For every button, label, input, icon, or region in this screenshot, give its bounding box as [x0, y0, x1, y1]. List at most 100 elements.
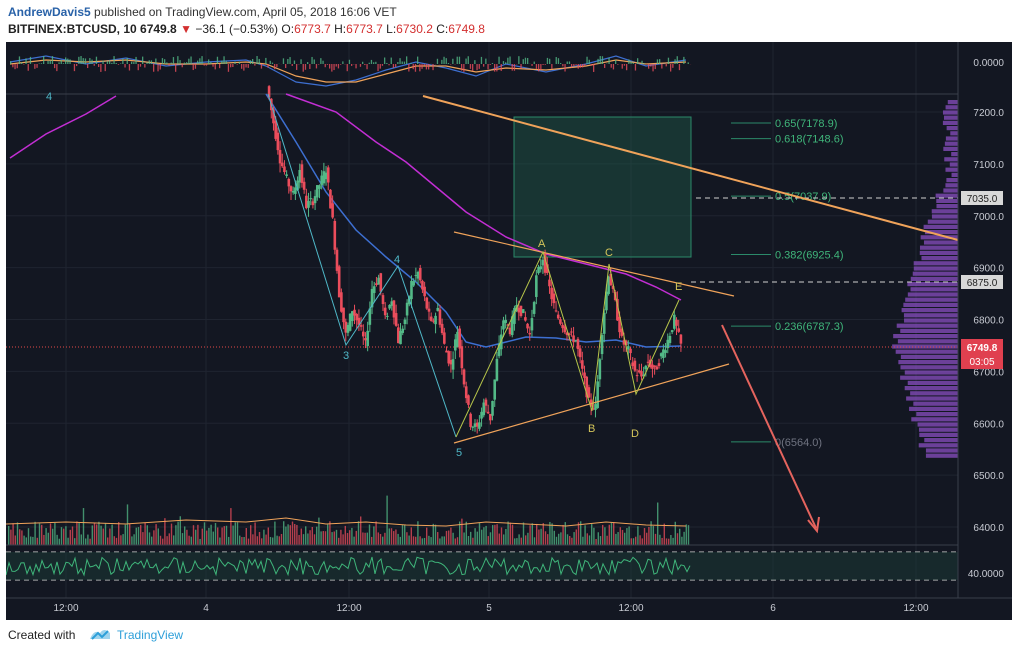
wave-label-a: A — [538, 238, 546, 250]
volume-bar — [52, 528, 54, 545]
candle-body — [576, 338, 580, 350]
publish-line: AndrewDavis5 published on TradingView.co… — [8, 5, 397, 19]
volume-bar — [382, 536, 384, 545]
volume-bar — [646, 532, 648, 545]
volume-bar — [650, 521, 652, 545]
current-price-tag: 6749.8 — [967, 343, 998, 354]
oscillator-hist-bar — [498, 56, 500, 64]
candle-body — [392, 300, 396, 318]
volume-bar — [25, 537, 27, 545]
candle-body — [622, 340, 626, 345]
volume-bar — [393, 531, 395, 545]
volume-bar — [261, 538, 263, 545]
oscillator-hist-bar — [546, 57, 549, 64]
oscillator-hist-bar — [212, 64, 214, 67]
volume-bar — [151, 536, 153, 545]
volume-bar — [498, 533, 500, 545]
volume-bar — [144, 522, 146, 545]
oscillator-hist-bar — [650, 64, 652, 67]
volume-bar — [465, 521, 467, 545]
volume-bar — [309, 530, 311, 545]
oscillator-hist-bar — [16, 64, 18, 69]
oscillator-hist-bar — [309, 64, 311, 69]
chart-area[interactable]: 0.65(7178.9) 0.618(7148.6) 0.5(7037.9) 0.38… — [5, 42, 1012, 620]
oscillator-hist-bar — [313, 59, 315, 64]
volume-bar — [177, 521, 179, 545]
candle-body — [528, 333, 532, 335]
author-name[interactable]: AndrewDavis5 — [8, 5, 91, 19]
volume-bar — [322, 531, 324, 545]
volume-profile-bar — [910, 276, 958, 281]
candle-body — [348, 313, 352, 331]
oscillator-hist-bar — [320, 58, 322, 64]
volume-bar — [212, 531, 214, 545]
oscillator-line-fast — [9, 55, 687, 87]
candle-body — [267, 86, 271, 98]
candle-body — [423, 286, 426, 297]
volume-profile-bar — [921, 256, 958, 261]
time-tick-label: 12:00 — [53, 603, 78, 614]
volume-bar — [201, 528, 203, 545]
oscillator-hist-bar — [263, 64, 265, 65]
oscillator-hist-bar — [513, 64, 516, 71]
candle-body — [274, 120, 277, 139]
candle-body — [377, 277, 380, 285]
oscillator-hist-bar — [617, 64, 619, 65]
candle-body — [471, 426, 475, 428]
oscillator-hist-bar — [155, 58, 157, 64]
oscillator-hist-bar — [634, 64, 637, 71]
volume-bar — [335, 529, 338, 545]
volume-profile-bar — [931, 209, 958, 214]
volume-bar — [296, 524, 298, 545]
volume-bar — [54, 522, 56, 545]
volume-bar — [155, 524, 157, 545]
volume-bar — [289, 525, 291, 545]
candle-body — [342, 307, 345, 323]
volume-bar — [353, 536, 355, 545]
volume-bar — [278, 536, 280, 545]
candle-body — [629, 348, 632, 354]
volume-bar — [329, 521, 331, 545]
volume-profile-bar — [946, 178, 958, 183]
volume-bar — [575, 529, 577, 545]
volume-profile-bar — [945, 136, 958, 141]
volume-bar — [584, 525, 586, 545]
volume-bar — [624, 532, 626, 545]
candle-body — [616, 299, 619, 321]
candle-body — [456, 331, 459, 347]
volume-profile-bar — [913, 266, 958, 271]
candle-body — [379, 273, 383, 292]
volume-bar — [115, 537, 118, 545]
candle-body — [659, 353, 663, 357]
candle-body — [493, 379, 497, 400]
tradingview-logo-icon[interactable] — [88, 627, 112, 643]
volume-bar — [126, 504, 129, 545]
oscillator-hist-bar — [271, 62, 274, 64]
volume-bar — [192, 525, 195, 545]
volume-bar — [146, 525, 148, 545]
oscillator-hist-bar — [648, 64, 650, 69]
volume-bar — [276, 535, 278, 545]
volume-bar — [551, 523, 553, 545]
candle-body — [361, 331, 365, 337]
oscillator-hist-bar — [395, 64, 397, 67]
tradingview-link[interactable]: TradingView — [117, 628, 184, 642]
volume-profile-bar — [895, 349, 958, 354]
volume-bar — [588, 535, 591, 545]
oscillator-hist-bar — [445, 58, 447, 64]
volume-bar — [602, 524, 604, 545]
volume-bar — [555, 536, 558, 545]
volume-bar — [256, 536, 258, 545]
volume-profile-bar — [945, 167, 958, 172]
candle-body — [519, 305, 523, 316]
candle-body — [657, 363, 661, 366]
oscillator-hist-bar — [289, 57, 291, 64]
volume-bar — [375, 521, 377, 545]
volume-bar — [665, 538, 668, 545]
candle-body — [318, 185, 321, 189]
candle-body — [655, 366, 659, 370]
candle-body — [337, 266, 341, 298]
volume-bar — [525, 535, 527, 545]
volume-bar — [472, 537, 474, 545]
oscillator-hist-bar — [364, 64, 366, 66]
